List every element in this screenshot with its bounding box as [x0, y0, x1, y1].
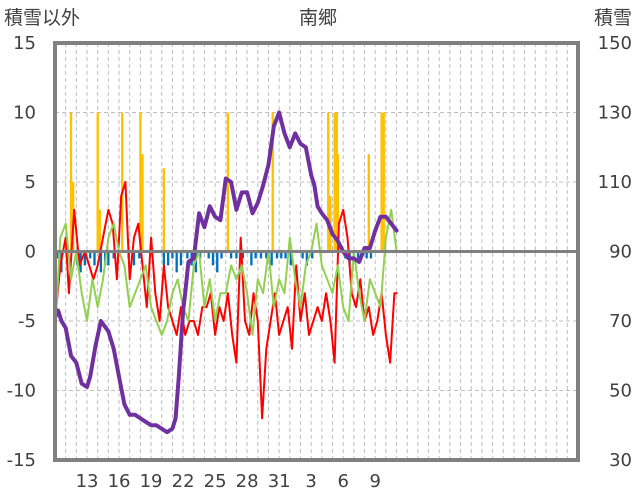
bar-snowfall	[98, 209, 102, 252]
bar-precip	[301, 251, 304, 259]
bar-precip	[280, 251, 283, 259]
x-tick-label: 31	[268, 471, 291, 492]
bar-precip	[138, 251, 141, 259]
left-tick-label: 15	[13, 33, 36, 54]
left-tick-label: -10	[7, 381, 36, 402]
bar-precip	[289, 251, 293, 266]
right-axis-label: 積雪	[594, 7, 632, 29]
bar-precip	[235, 251, 238, 259]
left-axis-label: 積雪以外	[4, 7, 80, 29]
bar-precip	[175, 251, 178, 273]
bar-snowfall	[382, 112, 385, 252]
bar-snowfall	[336, 154, 340, 252]
x-tick-label: 28	[236, 471, 259, 492]
right-tick-label: 70	[609, 311, 632, 332]
bar-precip	[89, 251, 92, 259]
chart-title: 南郷	[299, 7, 337, 29]
left-tick-label: 5	[25, 172, 36, 193]
bar-precip	[365, 251, 368, 259]
bar-precip	[369, 251, 373, 259]
left-tick-label: 0	[25, 242, 36, 263]
bar-precip	[254, 251, 257, 259]
bar-precip	[216, 251, 219, 273]
bar-snowfall	[333, 112, 336, 252]
bar-precip	[99, 251, 103, 273]
bar-precip	[241, 251, 245, 259]
bar-snowfall	[141, 154, 144, 252]
x-tick-label: 25	[204, 471, 227, 492]
right-tick-label: 130	[598, 103, 632, 124]
bar-precip	[55, 251, 59, 259]
bar-precip	[93, 251, 96, 266]
bar-precip	[132, 251, 136, 266]
bar-snowfall	[162, 168, 166, 252]
bar-snowfall	[121, 112, 124, 252]
bar-precip	[207, 251, 210, 259]
x-tick-label: 3	[305, 471, 316, 492]
bar-precip	[83, 251, 87, 266]
bar-precip	[107, 251, 110, 266]
bar-precip	[265, 251, 268, 259]
bar-precip	[179, 251, 183, 266]
x-tick-label: 16	[108, 471, 131, 492]
temp-min-line	[54, 208, 398, 336]
bar-precip	[259, 251, 263, 259]
left-tick-label: -15	[7, 450, 36, 471]
bar-precip	[270, 251, 273, 266]
right-tick-label: 50	[609, 381, 632, 402]
right-tick-label: 30	[609, 450, 632, 471]
x-tick-label: 9	[369, 471, 380, 492]
left-tick-label: 10	[13, 103, 36, 124]
x-tick-label: 22	[172, 471, 195, 492]
bar-precip	[162, 251, 166, 266]
right-tick-label: 90	[609, 242, 632, 263]
bar-precip	[250, 251, 253, 266]
bar-precip	[211, 251, 215, 266]
snow-depth-line	[53, 110, 399, 435]
bar-precip	[220, 251, 223, 259]
bar-snowfall	[69, 112, 73, 252]
x-tick-label: 6	[337, 471, 348, 492]
bar-precip	[186, 251, 189, 259]
right-tick-label: 110	[598, 172, 632, 193]
bar-snowfall	[271, 112, 274, 252]
bar-precip	[356, 251, 360, 259]
bar-precip	[311, 251, 314, 259]
bar-precip	[166, 251, 170, 266]
bar-precip	[112, 251, 115, 259]
bar-precip	[171, 251, 174, 259]
bar-snowfall	[327, 112, 330, 252]
x-tick-label: 13	[76, 471, 99, 492]
bar-precip	[229, 251, 233, 259]
bar-snowfall	[380, 112, 383, 252]
bar-precip	[275, 251, 279, 259]
left-tick-label: -5	[18, 311, 36, 332]
right-tick-label: 150	[598, 33, 632, 54]
x-tick-label: 19	[140, 471, 163, 492]
bar-snowfall	[139, 112, 142, 252]
bar-precip	[305, 251, 309, 266]
bar-snowfall	[96, 112, 99, 252]
axes-frame	[53, 41, 580, 462]
temp-max-line	[54, 181, 398, 420]
bar-snowfall	[367, 154, 370, 252]
plot-frame	[53, 41, 580, 462]
line-series	[53, 110, 399, 435]
bar-precip	[284, 251, 287, 259]
